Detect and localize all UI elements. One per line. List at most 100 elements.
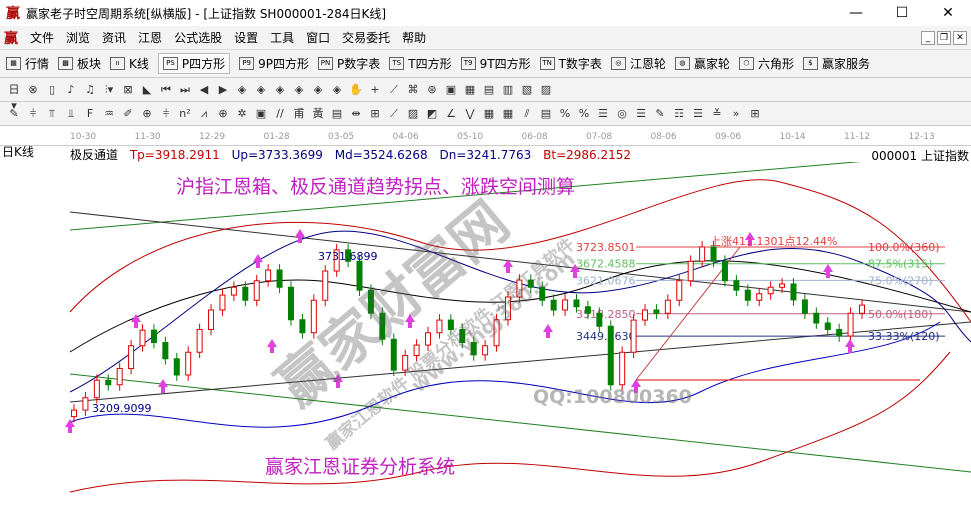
tool-icon[interactable]: ⫽ [524,106,530,120]
tool-icon[interactable]: ☶ [674,106,684,120]
tool-icon[interactable]: ▤ [540,106,552,120]
menu-item[interactable]: 浏览 [66,31,91,45]
toolbar-button[interactable]: T9 9T四方形 [460,55,531,72]
close-button[interactable]: ✕ [942,5,954,21]
toolbar-button[interactable]: ▦ 行情 [6,55,49,72]
tool-icon[interactable]: ◈ [313,82,323,96]
tool-icon[interactable]: ∠ [446,106,456,120]
tool-icon[interactable]: ▤ [483,82,495,96]
tool-icon[interactable]: ✎ [9,106,19,120]
tool-icon[interactable]: F [86,106,94,120]
mdi-minimize-button[interactable]: _ [921,30,935,45]
tool-icon[interactable]: ⊠ [123,82,133,96]
tool-icon[interactable]: ⊕ [218,106,228,120]
mdi-restore-button[interactable]: ❐ [937,30,951,45]
tool-icon[interactable]: ◩ [426,106,438,120]
tool-icon[interactable]: ▶ [218,82,228,96]
tool-icon[interactable]: ✐ [123,106,133,120]
tool-icon[interactable]: ▦ [464,82,476,96]
tool-icon[interactable]: ⟋ [390,82,398,96]
tool-icon[interactable]: ⌘ [407,82,419,96]
tool-icon[interactable]: // [276,106,284,120]
tool-icon[interactable]: ⫫ [67,106,75,120]
toolbar-button[interactable]: TS T四方形 [389,55,452,72]
tool-icon[interactable]: + [370,82,380,96]
tool-icon[interactable]: ▦ [502,106,514,120]
tool-icon[interactable]: ⫩ [29,106,37,120]
tool-icon[interactable]: ⇹ [351,106,361,120]
tool-icon[interactable]: ◈ [294,82,304,96]
toolbar-button[interactable]: $ 赢家服务 [802,55,870,72]
tool-icon[interactable]: ▥ [502,82,514,96]
tool-icon[interactable]: ▨ [540,82,552,96]
tool-icon[interactable]: ◎ [617,106,627,120]
menu-item[interactable]: 江恩 [138,31,163,45]
tool-icon[interactable]: ◈ [332,82,342,96]
toolbar-button[interactable]: P9 9P四方形 [239,55,309,72]
menu-item[interactable]: 工具 [270,31,295,45]
toolbar-button[interactable]: ◎ 江恩轮 [610,55,666,72]
toolbar-button[interactable]: PS P四方形 [157,53,231,74]
tool-icon[interactable]: ▯ [48,82,56,96]
tool-icon[interactable]: ▣ [255,106,267,120]
tool-icon[interactable]: ⊞ [370,106,380,120]
tool-icon[interactable]: ☰ [693,106,703,120]
tool-icon[interactable]: ⫪ [48,106,56,120]
tool-icon[interactable]: 黃 [312,106,324,120]
tool-icon[interactable]: 日▾ [8,82,20,112]
tool-icon[interactable]: ◈ [256,82,266,96]
tool-icon[interactable]: ⏭ [180,82,190,96]
toolbar-button[interactable]: ◍ 赢家轮 [674,55,730,72]
tool-icon[interactable]: ⊕ [142,106,152,120]
menu-item[interactable]: 公式选股 [174,31,223,45]
toolbar-button[interactable]: PN P数字表 [318,55,380,72]
tool-icon[interactable]: ▣ [445,82,457,96]
tool-icon[interactable]: % [578,106,590,120]
kline-chart[interactable]: 3723.8501 100.0%(360) 3672.4588 87.5%(315) 3… [0,162,971,511]
tool-icon[interactable]: ⊛ [427,82,437,96]
tool-icon[interactable]: ▨ [407,106,419,120]
tool-icon[interactable]: ▦ [483,106,495,120]
tool-icon[interactable]: ⫩ [162,106,170,120]
menu-item[interactable]: 帮助 [402,31,427,45]
tool-icon[interactable]: ◈ [237,82,247,96]
tool-icon[interactable]: ◀ [199,82,209,96]
tool-icon[interactable]: ✋ [349,82,363,96]
tool-icon[interactable]: ♪ [67,82,75,96]
tool-icon[interactable]: ⟋ [390,106,398,120]
tool-icon[interactable]: ☰ [636,106,646,120]
tool-icon[interactable]: ⫶▾ [104,82,114,96]
tool-icon[interactable]: ✲ [237,106,247,120]
tool-icon[interactable]: ⊞ [750,106,760,120]
tool-icon[interactable]: ▤ [331,106,343,120]
tool-icon[interactable]: ≚ [712,106,722,120]
maximize-button[interactable]: ☐ [895,5,909,21]
tool-icon[interactable]: ▧ [521,82,533,96]
menu-item[interactable]: 交易委托 [342,31,391,45]
tool-icon[interactable]: ◣ [142,82,152,96]
tool-icon[interactable]: n² [179,106,191,120]
toolbar-button[interactable]: ıı K线 [110,55,149,72]
qq-watermark: QQ:100800360 [533,386,692,408]
tool-icon[interactable]: » [732,106,740,120]
tool-icon[interactable]: ♒ [104,106,114,120]
toolbar-button[interactable]: TN T数字表 [539,55,602,72]
menu-item[interactable]: 设置 [234,31,259,45]
tool-icon[interactable]: ⏮ [161,82,171,96]
tool-icon[interactable]: % [559,106,571,120]
menu-item[interactable]: 资讯 [102,31,127,45]
tool-icon[interactable]: ♫ [85,82,95,96]
tool-icon[interactable]: ⋁ [465,106,475,120]
menu-item[interactable]: 文件 [30,31,55,45]
minimize-button[interactable]: — [849,5,863,21]
toolbar-button[interactable]: ⬡ 六角形 [738,55,794,72]
tool-icon[interactable]: ⊗ [28,82,38,96]
tool-icon[interactable]: ✎ [655,106,665,120]
tool-icon[interactable]: ◈ [275,82,285,96]
menu-item[interactable]: 窗口 [306,31,331,45]
toolbar-button[interactable]: ▩ 板块 [58,55,101,72]
tool-icon[interactable]: ☰ [598,106,608,120]
tool-icon[interactable]: 甫 [293,106,305,120]
mdi-close-button[interactable]: ✕ [953,30,967,45]
tool-icon[interactable]: ⩘ [200,106,208,120]
